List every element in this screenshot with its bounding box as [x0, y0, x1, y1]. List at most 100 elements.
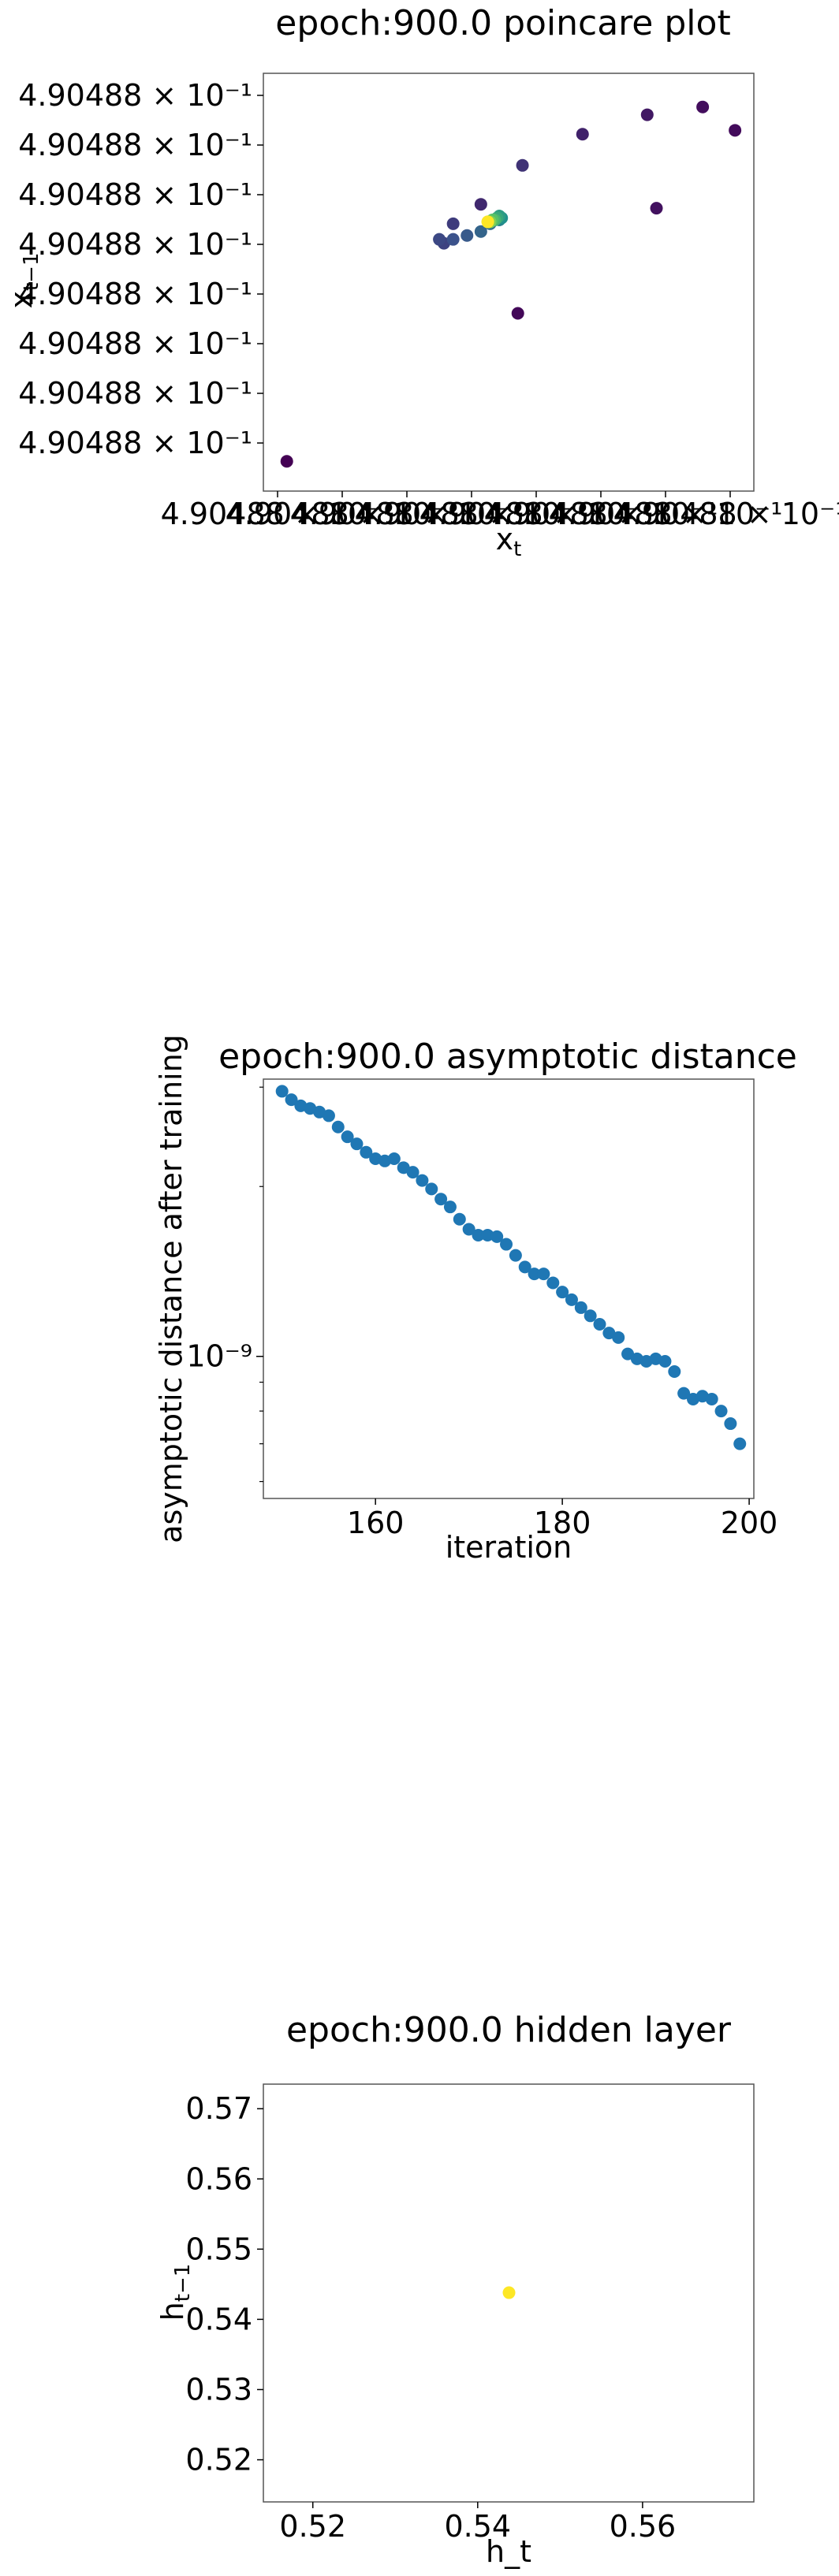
- scatter-point: [724, 1417, 737, 1431]
- scatter-point: [650, 202, 663, 215]
- scatter-point: [509, 1249, 522, 1262]
- plot-frame: [263, 73, 755, 492]
- x-axis-label: xt: [496, 522, 522, 561]
- scatter-point: [285, 1093, 298, 1107]
- y-axis-label: asymptotic distance after training: [154, 1034, 188, 1543]
- scatter-point: [668, 1364, 681, 1378]
- plot-frame: [263, 2083, 755, 2503]
- scatter-point: [443, 1201, 457, 1214]
- x-tick-label: 4.90488 × 10⁻¹: [355, 497, 589, 531]
- scatter-point: [705, 1392, 718, 1405]
- scatter-point: [322, 1109, 335, 1122]
- y-axis-label: ht−1: [155, 2264, 195, 2321]
- scatter-point: [584, 1309, 597, 1323]
- scatter-point: [416, 1174, 429, 1187]
- x-tick-label: 4.90488 × 10⁻¹: [290, 497, 524, 531]
- x-tick-label: 0.54: [444, 2509, 511, 2544]
- x-tick-label: 4.90488 × 10⁻¹: [226, 497, 460, 531]
- chart-title: epoch:900.0 asymptotic distance: [218, 1037, 797, 1077]
- scatter-point: [502, 2286, 516, 2299]
- scatter-point: [729, 124, 742, 137]
- x-tick-label: 0.56: [610, 2509, 677, 2544]
- y-axis-label: xt−1: [4, 252, 43, 308]
- y-axis-ticks: 0.52 0.53 0.54 0.55 0.56 0.57: [185, 2091, 263, 2477]
- scatter-point: [593, 1318, 606, 1331]
- scatter-point: [341, 1130, 354, 1144]
- hidden-layer-chart: epoch:900.0 hidden layer 0.520.530.540.5…: [155, 2010, 755, 2569]
- y-tick-label: 0.52: [185, 2443, 252, 2477]
- x-tick-label: 200: [721, 1506, 778, 1540]
- x-tick-label: 4.90488 × 10⁻¹: [420, 497, 654, 531]
- x-tick-label: 180: [534, 1506, 591, 1540]
- scatter-point: [462, 1223, 475, 1236]
- scatter-point: [612, 1331, 625, 1344]
- x-tick-label: 4.90488 × 10⁻¹: [484, 497, 718, 531]
- scatter-point: [350, 1137, 364, 1151]
- scatter-point: [425, 1182, 438, 1196]
- chart-title: epoch:900.0 hidden layer: [286, 2010, 732, 2050]
- y-tick-label: 4.90488 × 10⁻¹: [18, 277, 252, 311]
- scatter-point: [453, 1212, 466, 1226]
- scatter-point: [474, 225, 487, 238]
- scatter-point: [490, 1230, 504, 1243]
- poincare-plot-chart: epoch:900.0 poincare plot 4.90488 × 10⁻¹…: [4, 3, 839, 561]
- scatter-point: [481, 1228, 494, 1241]
- scatter-point: [528, 1268, 541, 1281]
- scatter-point: [280, 455, 293, 468]
- scatter-point: [406, 1166, 420, 1179]
- x-axis-label: iteration: [446, 1530, 572, 1565]
- y-axis-ticks: 10⁻⁹: [186, 1086, 263, 1483]
- chart-title: epoch:900.0 poincare plot: [275, 3, 730, 43]
- scatter-point: [574, 1301, 587, 1314]
- scatter-point: [446, 233, 460, 246]
- scatter-points: [502, 2286, 516, 2299]
- scatter-point: [565, 1293, 578, 1306]
- y-tick-label: 0.55: [185, 2232, 252, 2266]
- scatter-point: [434, 1193, 448, 1206]
- scatter-point: [275, 1085, 289, 1098]
- scatter-point: [576, 128, 589, 141]
- y-tick-label: 0.54: [185, 2302, 252, 2336]
- scatter-point: [546, 1276, 560, 1290]
- y-tick-label: 4.90488 × 10⁻¹: [18, 326, 252, 361]
- y-tick-label: 4.90488 × 10⁻¹: [18, 128, 252, 162]
- y-tick-label: 4.90488 × 10⁻¹: [18, 78, 252, 113]
- x-tick-label: 4.90488 × 10⁻¹: [161, 497, 395, 531]
- x-tick-label: 0.52: [279, 2509, 346, 2544]
- asymptotic-distance-chart: epoch:900.0 asymptotic distance 10⁻⁹ 160…: [154, 1034, 797, 1565]
- x-tick-label: 4.90488 × 10⁻¹: [613, 497, 839, 531]
- scatter-point: [658, 1355, 672, 1368]
- y-axis-ticks: 4.90488 × 10⁻¹ 4.90488 × 10⁻¹ 4.90488 × 10…: [18, 78, 263, 460]
- x-tick-label: 4.90488 × 10⁻¹: [549, 497, 783, 531]
- y-tick-label: 0.57: [185, 2091, 252, 2126]
- y-tick-label: 10⁻⁹: [186, 1339, 252, 1374]
- scatter-point: [518, 1260, 531, 1274]
- scatter-point: [481, 215, 494, 229]
- scatter-point: [516, 158, 529, 172]
- scatter-point: [474, 198, 487, 211]
- scatter-point: [397, 1161, 410, 1174]
- y-tick-label: 4.90488 × 10⁻¹: [18, 177, 252, 212]
- scatter-point: [696, 100, 710, 114]
- y-tick-label: 4.90488 × 10⁻¹: [18, 227, 252, 262]
- scatter-point: [387, 1152, 401, 1166]
- y-tick-label: 4.90488 × 10⁻¹: [18, 376, 252, 411]
- scatter-point: [677, 1387, 691, 1400]
- scatter-point: [331, 1120, 345, 1134]
- scatter-point: [640, 108, 654, 121]
- scatter-point: [500, 1238, 513, 1251]
- scatter-point: [472, 1228, 485, 1241]
- scatter-points: [280, 100, 742, 468]
- scatter-point: [360, 1145, 373, 1159]
- y-tick-label: 0.53: [185, 2372, 252, 2407]
- scatter-point: [621, 1347, 635, 1361]
- scatter-point: [714, 1405, 728, 1418]
- scatter-point: [511, 307, 524, 320]
- y-tick-label: 4.90488 × 10⁻¹: [18, 426, 252, 460]
- x-axis-ticks: 160 180 200: [347, 1498, 777, 1540]
- scatter-point: [602, 1327, 616, 1340]
- y-tick-label: 0.56: [185, 2161, 252, 2196]
- x-axis-ticks: 0.52 0.54 0.56: [279, 2502, 676, 2544]
- scatter-point: [446, 217, 460, 230]
